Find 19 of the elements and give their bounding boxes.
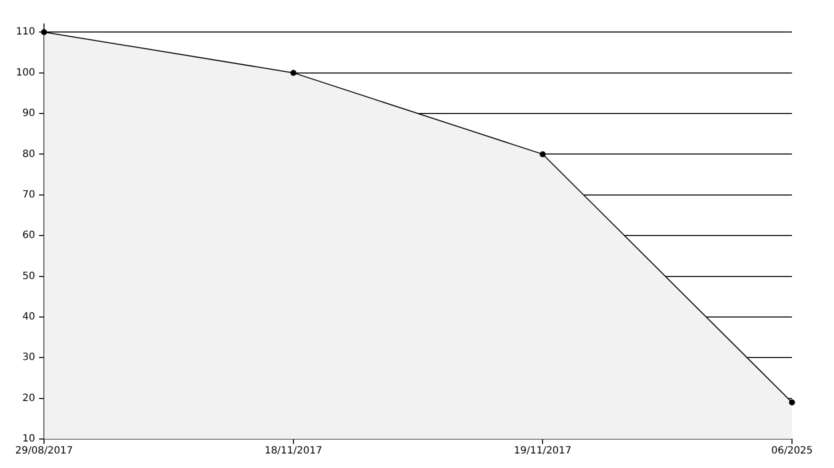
x-tick-label: 18/11/2017 [264,446,322,457]
point [41,29,48,36]
y-tick-label: 70 [22,189,36,200]
point [789,399,795,406]
y-tick-label: 90 [22,108,36,120]
y-tick-label: 20 [22,392,36,404]
y-tick-label: 80 [22,148,36,160]
y-tick-label: 10 [22,434,36,445]
x-tick-label: 19/11/2017 [514,446,572,457]
y-tick-label: 50 [22,270,36,282]
y-tick-label: 110 [16,26,36,38]
x-tick-label: 06/2025 [771,446,813,457]
point [290,70,296,76]
x-tick-label: 29/08/2017 [15,446,73,457]
point [540,151,546,158]
y-tick-label: 60 [22,230,36,242]
y-tick-label: 30 [22,352,36,364]
y-tick-label: 40 [22,312,36,323]
y-tick-label: 100 [16,67,36,78]
